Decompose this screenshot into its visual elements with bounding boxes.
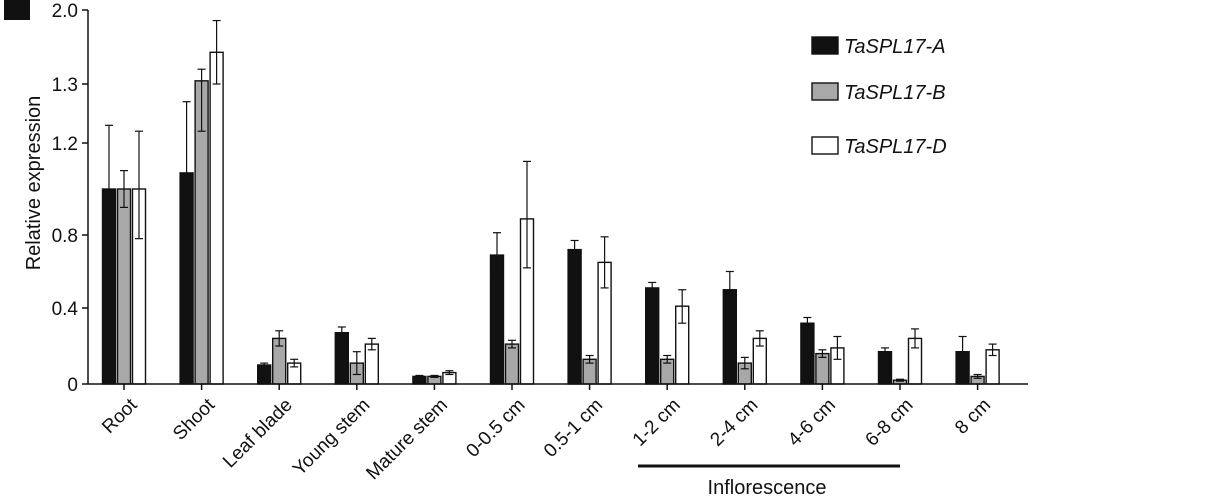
bar-taspl17-a <box>567 248 582 385</box>
panel-label-box <box>4 0 30 20</box>
y-tick-label: 0 <box>67 375 78 396</box>
y-tick-label: 1.2 <box>52 134 78 155</box>
bar-taspl17-a <box>645 287 660 385</box>
legend-swatch-taspl17-a <box>811 36 839 55</box>
y-axis-label: Relative expression <box>23 96 45 271</box>
x-tick-label: Mature stem <box>362 395 452 485</box>
y-tick-label: 1.3 <box>52 75 78 96</box>
legend: TaSPL17-A TaSPL17-B TaSPL17-D <box>811 36 947 158</box>
bar-taspl17-b <box>504 343 520 385</box>
axes: 0 0.4 0.8 1.2 1.3 2.0 <box>52 1 1028 396</box>
x-tick-label: 1-2 cm <box>629 395 685 451</box>
bar-taspl17-d <box>209 51 224 385</box>
x-tick-label: 8 cm <box>951 395 995 439</box>
bar-taspl17-a <box>257 364 272 385</box>
legend-label: TaSPL17-B <box>844 82 946 104</box>
legend-label: TaSPL17-D <box>844 136 947 158</box>
x-tick-label: 0-0.5 cm <box>462 395 529 462</box>
x-tick-label: Root <box>98 394 142 438</box>
y-tick-label: 0.8 <box>52 226 78 247</box>
inflorescence-label: Inflorescence <box>708 477 827 499</box>
legend-label: TaSPL17-A <box>844 36 946 58</box>
bar-taspl17-b <box>815 352 830 385</box>
x-tick-label: 4-6 cm <box>784 395 840 451</box>
legend-swatch-taspl17-b <box>811 82 839 101</box>
y-tick-label: 2.0 <box>52 1 78 22</box>
bar-taspl17-a <box>334 332 349 385</box>
x-tick-label: Shoot <box>169 394 219 444</box>
y-tick-label: 0.4 <box>52 299 79 320</box>
legend-swatch-taspl17-d <box>811 136 839 155</box>
x-tick-label: Leaf blade <box>219 395 297 473</box>
x-tick-label: 0.5-1 cm <box>540 395 607 462</box>
x-tick-label: 2-4 cm <box>706 395 762 451</box>
bars-layer <box>101 19 1000 385</box>
x-tick-label: 6-8 cm <box>862 395 918 451</box>
bar-taspl17-a <box>800 322 815 385</box>
bar-taspl17-b <box>116 188 132 385</box>
bar-taspl17-a <box>877 351 893 385</box>
x-tick-label: Young stem <box>289 395 374 480</box>
